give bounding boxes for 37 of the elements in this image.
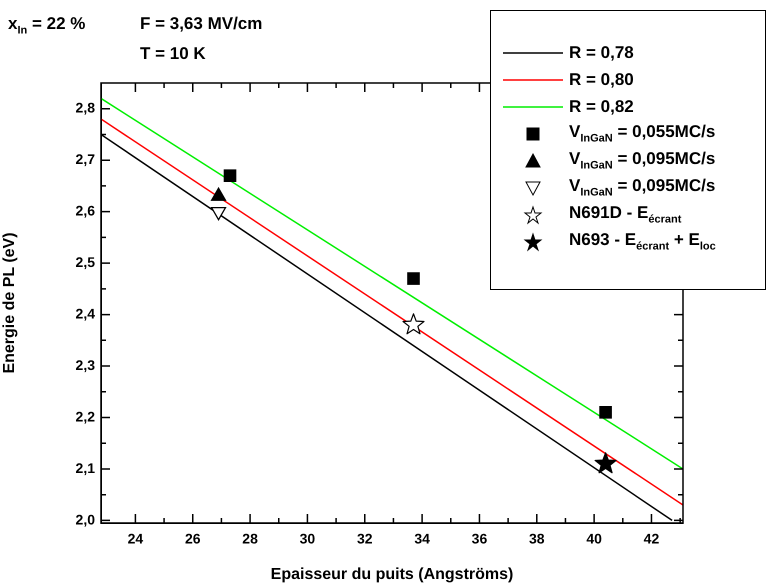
x-tick-label: 32 [356, 530, 373, 546]
x-tick-label: 40 [586, 530, 602, 546]
point [407, 272, 420, 285]
y-tick-label: 2,0 [76, 511, 96, 528]
x-tick-label: 34 [414, 530, 430, 546]
point [402, 313, 425, 334]
legend-label: V$_{InGaN}$ = 0,095MC/s [569, 176, 716, 199]
y-tick-label: 2,8 [76, 100, 96, 116]
y-tick-label: 2,5 [76, 254, 96, 270]
x-tick-label: 42 [644, 530, 660, 546]
point [594, 452, 617, 474]
y-tick-label: 2,1 [76, 460, 96, 476]
y-axis-title: Energie de PL (eV) [1, 232, 18, 374]
x-tick-label: 28 [242, 530, 258, 546]
x-tick-label: 30 [300, 530, 316, 546]
y-tick-label: 2,7 [76, 151, 96, 168]
y-tick-label: 2,2 [76, 408, 96, 424]
point [224, 169, 236, 182]
x-tick-label: 26 [184, 530, 201, 546]
y-tick-label: 2,6 [76, 202, 96, 219]
legend-label: V$_{InGaN}$ = 0,095MC/s [569, 149, 716, 172]
x-axis-title: Epaisseur du puits (Angströms) [270, 566, 514, 583]
point [599, 406, 612, 419]
text: F = 3,63 MV/cm [140, 14, 262, 34]
legend-label: R = 0,82 [569, 96, 634, 116]
legend-label: N691D - E$_{écrant}$ [569, 203, 682, 226]
x-tick-label: 36 [472, 530, 488, 546]
legend-label: N693 - E$_{écrant}$ + E$_{loc}$ [569, 230, 716, 253]
x-tick-label: 24 [128, 530, 144, 546]
legend-label: R = 0,78 [569, 42, 634, 62]
legend-label: V$_{InGaN}$ = 0,055MC/s [569, 122, 716, 145]
legend-label: R = 0,80 [569, 70, 634, 90]
y-tick-label: 2,4 [76, 305, 96, 322]
y-tick-label: 2,3 [76, 356, 96, 373]
x-tick-label: 38 [528, 530, 545, 546]
text: x$_{In}$ = 22 % [8, 14, 86, 36]
text: T = 10 K [140, 44, 206, 64]
